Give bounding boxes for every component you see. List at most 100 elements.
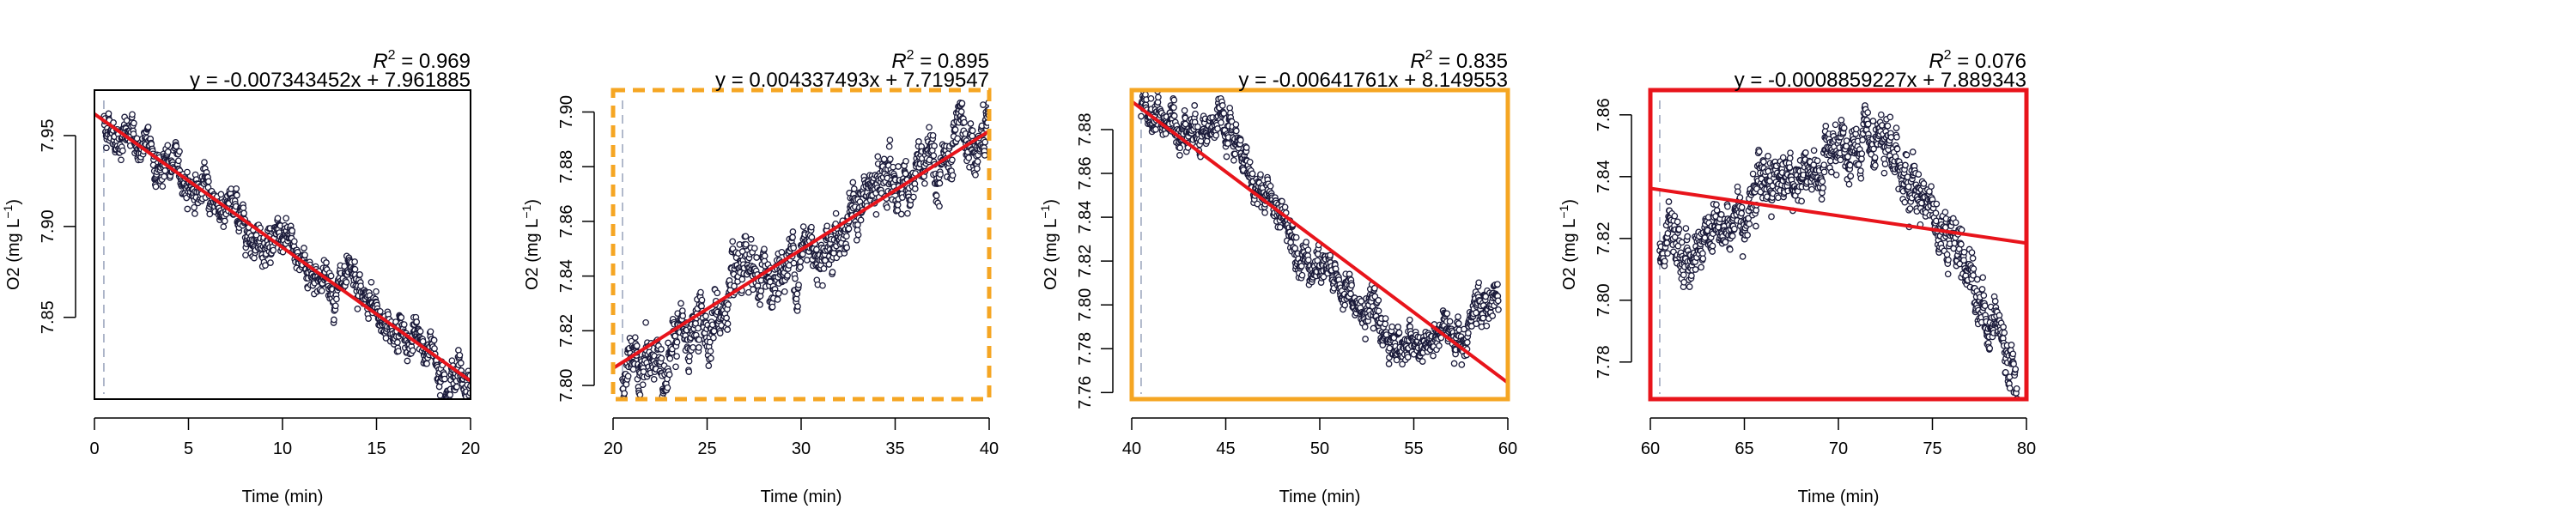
data-point: [1220, 110, 1228, 117]
data-point: [1826, 157, 1834, 165]
data-point: [131, 119, 137, 127]
data-point: [1978, 286, 1986, 293]
data-point: [1886, 113, 1894, 121]
data-point: [1446, 318, 1454, 325]
data-point: [191, 203, 197, 211]
data-point: [731, 282, 738, 290]
data-point: [416, 328, 424, 335]
data-point: [793, 290, 801, 298]
data-point: [1880, 169, 1888, 177]
data-point: [1801, 149, 1809, 156]
data-point: [775, 290, 782, 297]
data-point: [750, 245, 758, 252]
data-point: [365, 315, 372, 322]
x-tick-label: 60: [1641, 439, 1660, 458]
data-point: [792, 275, 799, 282]
data-point: [702, 312, 709, 320]
r-squared-label: R2 = 0.969: [373, 48, 471, 73]
data-point: [921, 179, 928, 187]
data-point: [164, 142, 172, 149]
data-point: [1257, 171, 1264, 179]
data-point: [853, 236, 860, 244]
plot-area: [1650, 100, 2026, 399]
data-point: [1980, 292, 1988, 300]
data-point: [2013, 385, 2020, 392]
data-point: [695, 324, 702, 332]
data-point: [849, 179, 857, 186]
data-point: [1979, 274, 1987, 282]
data-point: [233, 185, 240, 192]
data-point: [757, 288, 765, 294]
data-point: [1857, 167, 1864, 174]
data-point: [1717, 211, 1725, 218]
data-point: [1223, 153, 1230, 161]
data-point: [129, 111, 136, 118]
data-point: [419, 337, 427, 345]
data-point: [1920, 180, 1928, 187]
data-point: [781, 288, 788, 295]
data-point: [1671, 212, 1679, 220]
data-point: [1915, 171, 1923, 178]
x-tick-label: 0: [89, 439, 99, 458]
data-point: [1728, 233, 1736, 239]
data-point: [262, 262, 269, 270]
data-point: [1170, 96, 1178, 104]
data-point: [164, 148, 172, 155]
data-point: [1846, 161, 1854, 169]
data-point: [1832, 171, 1840, 179]
data-point: [152, 183, 160, 191]
y-tick-label: 7.82: [557, 314, 576, 348]
data-point: [1230, 156, 1237, 164]
data-point: [885, 142, 893, 150]
y-axis-label: O2 (mg L−1): [1038, 199, 1060, 290]
data-point: [673, 353, 680, 360]
x-axis-label: Time (min): [1279, 488, 1361, 506]
data-point: [1406, 316, 1413, 324]
data-point: [1671, 233, 1679, 241]
data-point: [1859, 136, 1866, 143]
data-point: [1731, 225, 1738, 233]
data-point: [822, 257, 829, 264]
data-point: [1738, 209, 1746, 217]
data-point: [1713, 207, 1721, 214]
data-point: [710, 334, 717, 342]
data-point: [331, 302, 339, 310]
x-tick-label: 40: [980, 439, 999, 458]
data-point: [795, 282, 802, 288]
data-point: [343, 278, 350, 286]
y-tick-label: 7.88: [557, 150, 576, 184]
data-point: [184, 205, 191, 213]
data-point: [1852, 125, 1860, 133]
data-point: [289, 227, 296, 234]
data-point: [1191, 102, 1199, 109]
x-tick-label: 80: [2017, 439, 2036, 458]
data-point: [843, 233, 850, 240]
data-point: [926, 124, 933, 131]
data-point: [1973, 276, 1981, 283]
data-point: [240, 204, 247, 212]
data-point: [974, 165, 981, 173]
data-point: [1661, 258, 1668, 265]
data-point: [1212, 131, 1220, 139]
data-point: [1847, 173, 1855, 179]
data-point: [1864, 109, 1872, 116]
regression-line: [1650, 186, 2026, 245]
data-point: [672, 363, 679, 371]
regression-line: [613, 129, 989, 370]
data-point: [1884, 122, 1892, 130]
data-point: [650, 376, 658, 383]
data-point: [1820, 168, 1828, 176]
data-point: [159, 183, 167, 191]
regression-equation: y = -0.00641761x + 8.149553: [1238, 69, 1508, 92]
data-point: [301, 245, 307, 251]
data-point: [723, 314, 730, 322]
data-point: [1276, 223, 1284, 231]
data-point: [1176, 144, 1184, 152]
data-point: [725, 301, 732, 308]
data-point: [1819, 178, 1826, 185]
data-point: [2002, 369, 2009, 376]
data-point: [2006, 385, 2014, 392]
data-point: [395, 348, 402, 354]
